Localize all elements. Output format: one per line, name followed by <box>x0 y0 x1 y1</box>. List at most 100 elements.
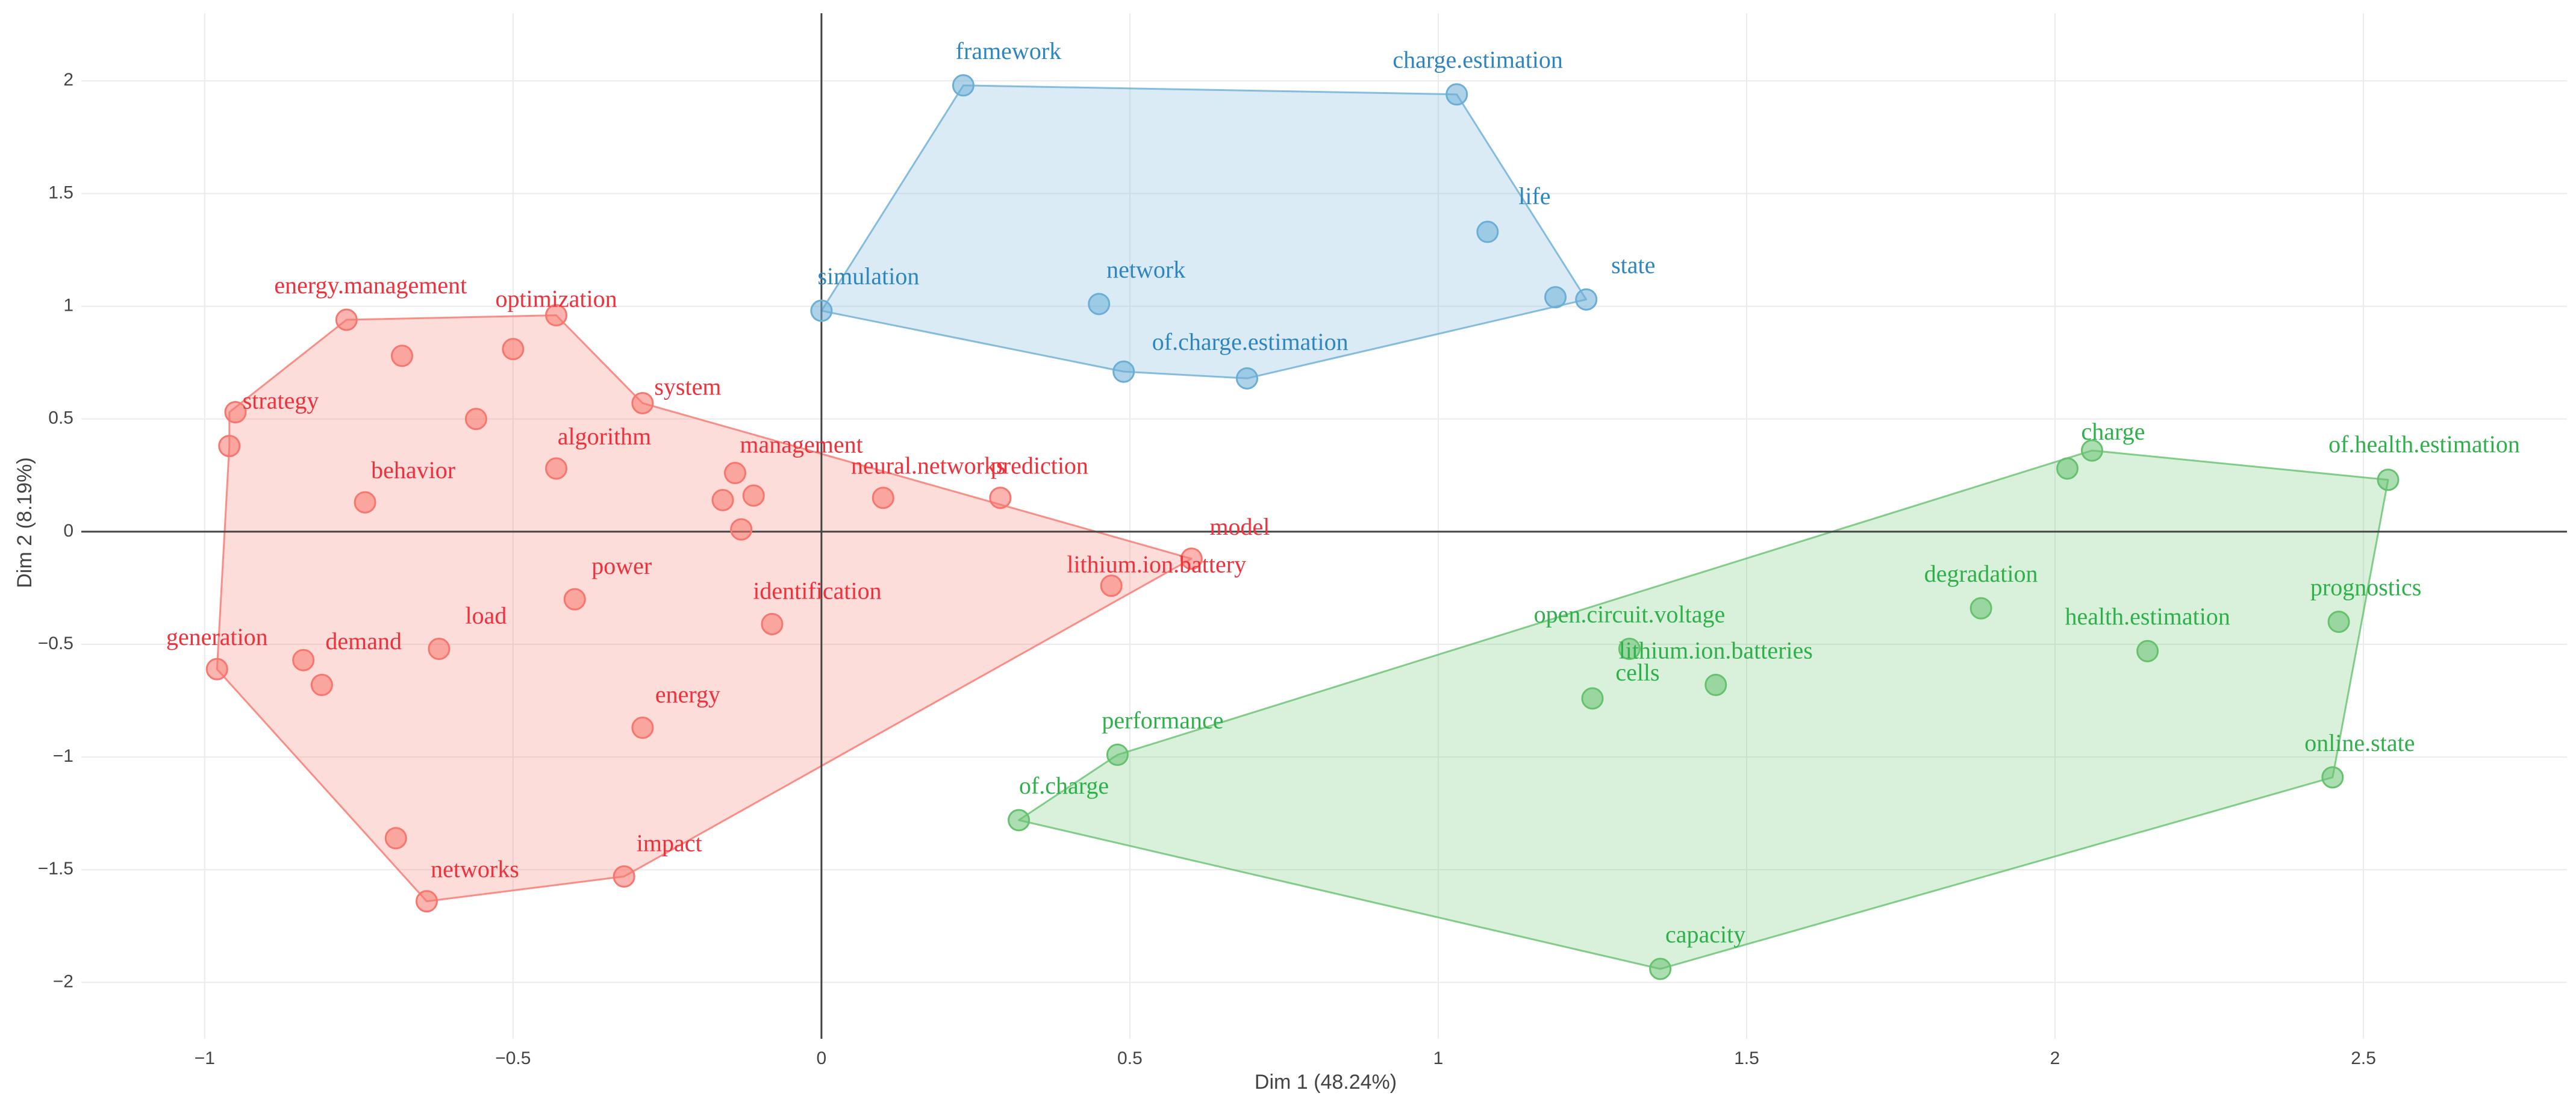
cluster-1-point <box>545 457 568 480</box>
cluster-1-label: identification <box>753 577 881 604</box>
cluster-3-label: prognostics <box>2310 574 2421 601</box>
cluster-3-point <box>2080 439 2103 462</box>
cluster-3-label: open.circuit.voltage <box>1534 600 1726 627</box>
cluster-1-label: load <box>466 602 507 629</box>
cluster-2-point <box>952 74 975 97</box>
cluster-1-label: energy <box>655 680 720 708</box>
cluster-3-point <box>2377 469 2400 491</box>
cluster-2-point <box>1445 83 1468 106</box>
cluster-1-point <box>631 392 654 415</box>
cluster-1-point <box>310 673 333 696</box>
y-tick-label: 1 <box>63 295 73 315</box>
x-tick-label: 0 <box>817 1048 827 1068</box>
y-tick-label: −1.5 <box>38 859 73 879</box>
cluster-3-point <box>1106 743 1129 766</box>
cluster-3-point <box>1581 687 1604 710</box>
x-tick-label: −0.5 <box>495 1048 531 1068</box>
cluster-2-point <box>1235 367 1258 390</box>
x-tick-label: 2 <box>2050 1048 2060 1068</box>
cluster-1-point <box>563 588 586 611</box>
cluster-2-point <box>1575 288 1598 311</box>
cluster-3-label: lithium.ion.batteries <box>1619 637 1813 664</box>
y-tick-label: −2 <box>53 971 73 991</box>
data-points <box>205 74 2400 980</box>
cluster-3-label: performance <box>1102 706 1223 733</box>
zero-axes <box>81 13 2567 1039</box>
x-tick-label: −1 <box>195 1048 215 1068</box>
cluster-2-label: life <box>1518 182 1550 210</box>
cluster-2-point <box>1544 286 1567 309</box>
cluster-1-point <box>205 658 228 680</box>
cluster-1-point <box>384 827 407 850</box>
cluster-1-point <box>1180 547 1203 570</box>
cluster-3-label: health.estimation <box>2065 603 2230 630</box>
cluster-1-point <box>872 487 894 509</box>
point-labels: energy.management optimization strategy sys… <box>166 37 2520 948</box>
cluster-2-point <box>1088 293 1111 316</box>
cluster-1-label: power <box>591 552 652 579</box>
cluster-3-label: degradation <box>1924 560 2038 587</box>
cluster-1-point <box>218 435 241 458</box>
cluster-1-point <box>761 612 784 635</box>
cluster-2-point <box>1476 220 1499 243</box>
cluster-1-label: neural.networks <box>851 452 1006 479</box>
cluster-1-label: algorithm <box>558 423 652 450</box>
cluster-1-point <box>545 304 568 327</box>
cluster-1-point <box>730 518 753 541</box>
cluster-1-label: lithium.ion.battery <box>1067 551 1246 578</box>
cluster-1-point <box>502 338 525 361</box>
cluster-1-point <box>428 637 451 660</box>
cluster-3-point <box>1618 637 1641 660</box>
grid-lines <box>81 13 2567 1039</box>
cluster-3-label: cells <box>1615 659 1659 686</box>
y-tick-label: 0.5 <box>48 408 73 428</box>
cluster-3-point <box>1649 957 1672 980</box>
cluster-1-label: optimization <box>495 285 617 313</box>
cluster-3-point <box>1969 597 1992 620</box>
x-tick-label: 1.5 <box>1734 1048 1759 1068</box>
cluster-1-label: management <box>740 431 862 458</box>
cluster-1-point <box>415 890 438 913</box>
cluster-1-label: generation <box>166 623 268 650</box>
y-tick-label: −1 <box>53 746 73 766</box>
x-tick-label: 0.5 <box>1117 1048 1143 1068</box>
x-axis-title: Dim 1 (48.24%) <box>1255 1071 1397 1094</box>
cluster-1-label: model <box>1209 513 1270 540</box>
y-axis-title: Dim 2 (8.19%) <box>13 457 36 588</box>
cluster-3-point <box>2056 457 2079 480</box>
cluster-2-label: framework <box>956 37 1061 64</box>
x-tick-label: 1 <box>1433 1048 1444 1068</box>
cluster-1-point <box>1100 574 1123 597</box>
y-tick-label: 2 <box>63 70 73 90</box>
cluster-1-hull <box>216 314 1193 903</box>
cluster-1-point <box>989 487 1012 509</box>
tick-labels: −1 −0.5 0 0.5 1 1.5 2 2.5 −2 −1.5 −1 −0.5 0 0.5 1 1.5 2 <box>38 70 2376 1068</box>
cluster-3-point <box>1704 673 1727 696</box>
cluster-3-point <box>2321 766 2344 789</box>
cluster-1-label: strategy <box>243 387 319 414</box>
cluster-1-label: networks <box>431 856 519 883</box>
cluster-2-label: network <box>1106 256 1185 283</box>
cluster-2-label: state <box>1611 251 1655 278</box>
cluster-1-label: system <box>654 373 721 400</box>
cluster-1-point <box>391 344 414 367</box>
cluster-1-point <box>631 716 654 739</box>
cluster-1-label: impact <box>637 830 702 857</box>
cluster-3-point <box>1008 809 1031 832</box>
cluster-2-point <box>1112 360 1135 383</box>
cluster-1-point <box>742 484 765 507</box>
cluster-1-point <box>464 408 487 431</box>
cluster-2-label: simulation <box>817 263 919 290</box>
cluster-2-label: of.charge.estimation <box>1152 328 1349 355</box>
cluster-3-point <box>2136 640 2159 662</box>
cluster-3-label: charge <box>2082 418 2145 445</box>
cluster-3-label: online.state <box>2304 729 2415 756</box>
cluster-1-point <box>354 491 376 514</box>
y-tick-label: 1.5 <box>48 182 73 202</box>
cluster-1-point <box>613 865 635 888</box>
cluster-1-point <box>292 649 315 671</box>
cluster-1-point <box>711 488 734 511</box>
x-tick-label: 2.5 <box>2351 1048 2376 1068</box>
y-tick-label: 0 <box>63 521 73 541</box>
